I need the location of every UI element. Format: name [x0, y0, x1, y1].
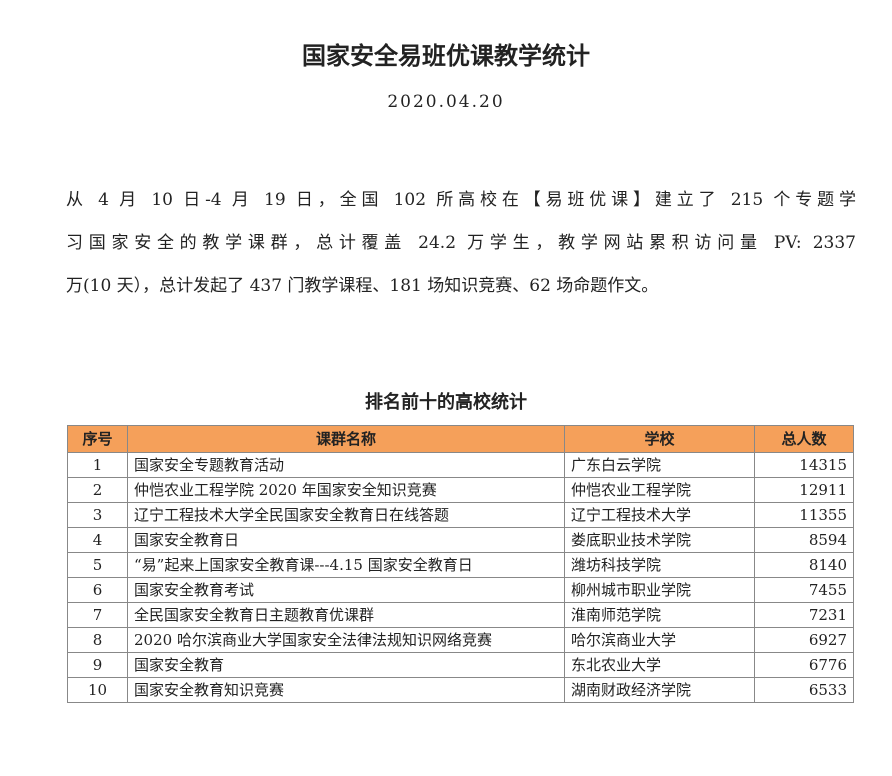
total-cell: 6927 — [754, 627, 854, 653]
ranking-table: 序号 课群名称 学校 总人数 1 国家安全专题教育活动 广东白云学院 14315 2 仲恺… — [67, 425, 854, 703]
school-cell: 湖南财政经济学院 — [564, 677, 755, 703]
rank-cell: 2 — [67, 477, 128, 503]
total-cell: 7455 — [754, 577, 854, 603]
rank-cell: 7 — [67, 602, 128, 628]
table-header-row: 序号 课群名称 学校 总人数 — [67, 425, 854, 453]
course-group-cell: 全民国家安全教育日主题教育优课群 — [127, 602, 565, 628]
rank-cell: 3 — [67, 502, 128, 528]
course-group-cell: 国家安全教育考试 — [127, 577, 565, 603]
paragraph-line: 万(10 天），总计发起了 437 门教学课程、181 场知识竞赛、62 场命题… — [66, 276, 659, 296]
school-cell: 哈尔滨商业大学 — [564, 627, 755, 653]
school-cell: 广东白云学院 — [564, 452, 755, 478]
course-group-cell: 辽宁工程技术大学全民国家安全教育日在线答题 — [127, 502, 565, 528]
course-group-cell: 国家安全教育知识竞赛 — [127, 677, 565, 703]
course-group-cell: 2020 哈尔滨商业大学国家安全法律法规知识网络竞赛 — [127, 627, 565, 653]
course-group-cell: 国家安全专题教育活动 — [127, 452, 565, 478]
rank-cell: 4 — [67, 527, 128, 553]
school-cell: 娄底职业技术学院 — [564, 527, 755, 553]
document-date: 2020.04.20 — [387, 92, 505, 112]
rank-cell: 6 — [67, 577, 128, 603]
column-header: 总人数 — [754, 425, 854, 453]
course-group-cell: 国家安全教育 — [127, 652, 565, 678]
total-cell: 12911 — [754, 477, 854, 503]
column-header: 课群名称 — [127, 425, 565, 453]
paragraph-line: 习国家安全的教学课群，总计覆盖 24.2 万学生，教学网站累积访问量 PV: 2… — [66, 233, 856, 253]
table-row: 1 国家安全专题教育活动 广东白云学院 14315 — [67, 452, 854, 478]
total-cell: 14315 — [754, 452, 854, 478]
total-cell: 7231 — [754, 602, 854, 628]
table-row: 9 国家安全教育 东北农业大学 6776 — [67, 652, 854, 678]
table-row: 6 国家安全教育考试 柳州城市职业学院 7455 — [67, 577, 854, 603]
course-group-cell: 仲恺农业工程学院 2020 年国家安全知识竞赛 — [127, 477, 565, 503]
rank-cell: 10 — [67, 677, 128, 703]
rank-cell: 1 — [67, 452, 128, 478]
school-cell: 仲恺农业工程学院 — [564, 477, 755, 503]
rank-cell: 8 — [67, 627, 128, 653]
column-header: 序号 — [67, 425, 128, 453]
column-header: 学校 — [564, 425, 755, 453]
school-cell: 辽宁工程技术大学 — [564, 502, 755, 528]
total-cell: 8140 — [754, 552, 854, 578]
total-cell: 11355 — [754, 502, 854, 528]
table-row: 3 辽宁工程技术大学全民国家安全教育日在线答题 辽宁工程技术大学 11355 — [67, 502, 854, 528]
rank-cell: 9 — [67, 652, 128, 678]
total-cell: 8594 — [754, 527, 854, 553]
table-row: 8 2020 哈尔滨商业大学国家安全法律法规知识网络竞赛 哈尔滨商业大学 6927 — [67, 627, 854, 653]
school-cell: 潍坊科技学院 — [564, 552, 755, 578]
paragraph-line: 从 4 月 10 日-4 月 19 日，全国 102 所高校在【易班优课】建立了… — [66, 190, 856, 210]
course-group-cell: “易”起来上国家安全教育课---4.15 国家安全教育日 — [127, 552, 565, 578]
school-cell: 柳州城市职业学院 — [564, 577, 755, 603]
table-row: 10 国家安全教育知识竞赛 湖南财政经济学院 6533 — [67, 677, 854, 703]
table-title: 排名前十的高校统计 — [365, 392, 527, 413]
total-cell: 6776 — [754, 652, 854, 678]
table-row: 5 “易”起来上国家安全教育课---4.15 国家安全教育日 潍坊科技学院 8140 — [67, 552, 854, 578]
total-cell: 6533 — [754, 677, 854, 703]
rank-cell: 5 — [67, 552, 128, 578]
table-row: 4 国家安全教育日 娄底职业技术学院 8594 — [67, 527, 854, 553]
school-cell: 东北农业大学 — [564, 652, 755, 678]
table-row: 2 仲恺农业工程学院 2020 年国家安全知识竞赛 仲恺农业工程学院 12911 — [67, 477, 854, 503]
table-row: 7 全民国家安全教育日主题教育优课群 淮南师范学院 7231 — [67, 602, 854, 628]
course-group-cell: 国家安全教育日 — [127, 527, 565, 553]
school-cell: 淮南师范学院 — [564, 602, 755, 628]
summary-paragraph: 从 4 月 10 日-4 月 19 日，全国 102 所高校在【易班优课】建立了… — [66, 186, 856, 315]
document-title: 国家安全易班优课教学统计 — [302, 42, 590, 70]
